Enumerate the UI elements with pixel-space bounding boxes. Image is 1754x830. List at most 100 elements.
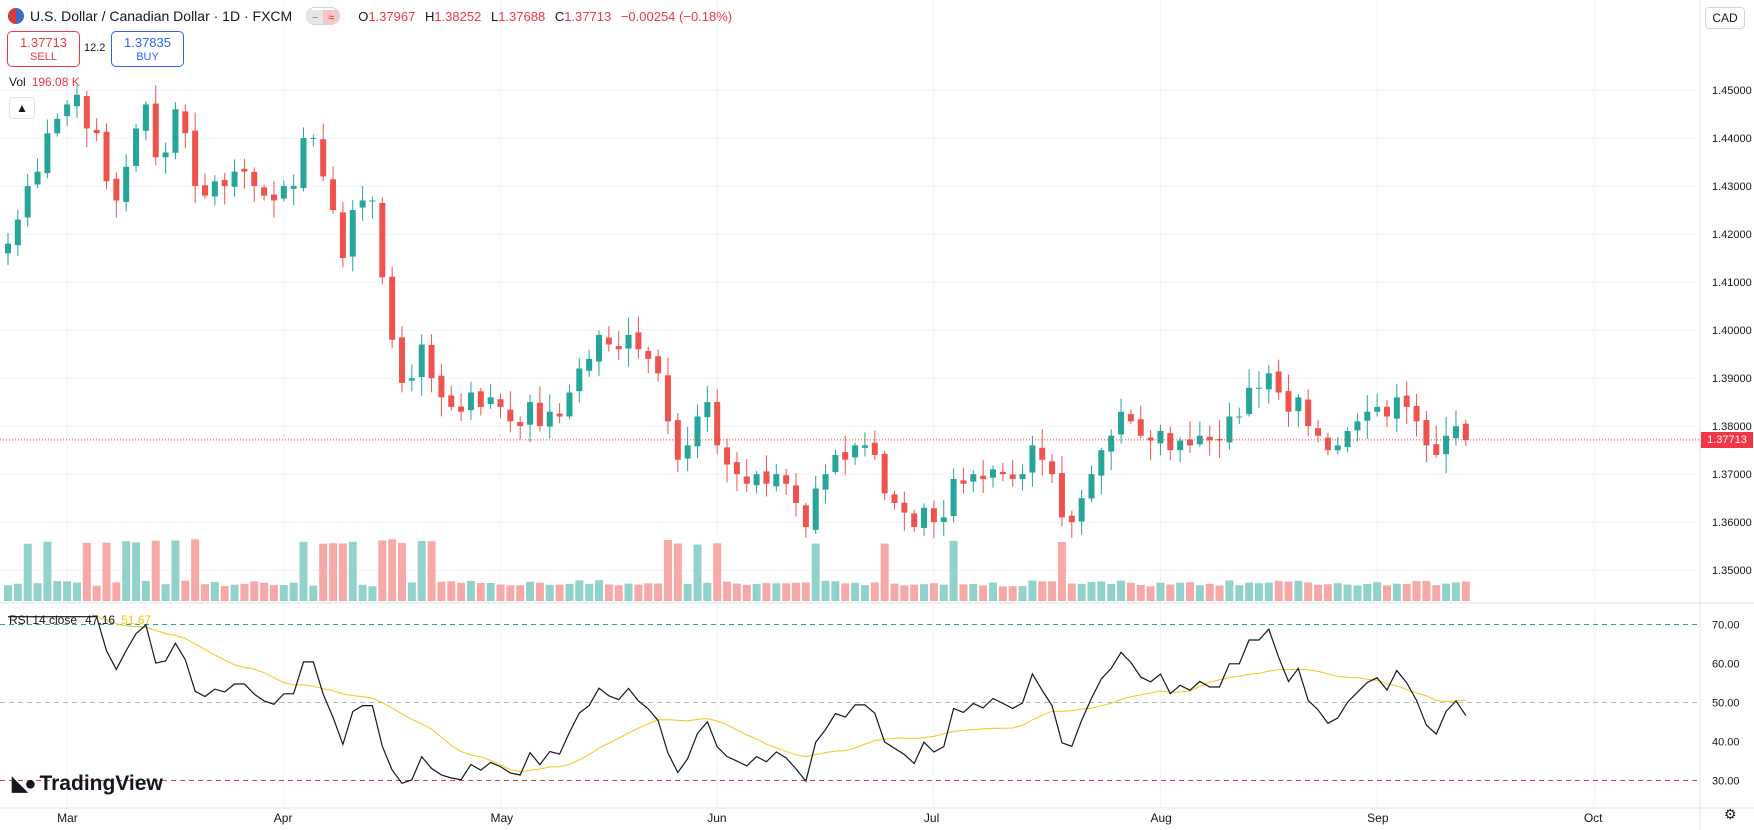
- volume-bar: [910, 584, 919, 601]
- close-label: C: [554, 8, 565, 24]
- candle-body: [911, 513, 918, 527]
- volume-bar: [1451, 582, 1460, 601]
- volume-bar: [1048, 581, 1057, 601]
- candle-body: [251, 171, 258, 187]
- candle-body: [881, 453, 888, 494]
- volume-bar: [1383, 585, 1391, 601]
- candle-body: [290, 186, 297, 189]
- candle-body: [497, 399, 504, 407]
- candle-body: [556, 413, 563, 417]
- volume-bar: [841, 583, 850, 601]
- candle-body: [1068, 515, 1075, 523]
- candle-body: [1108, 435, 1115, 452]
- volume-bar: [1018, 586, 1027, 601]
- price-tick-label: 1.42000: [1712, 229, 1752, 241]
- volume-bar: [535, 582, 544, 601]
- chart-mode-toggle[interactable]: − ≈: [306, 7, 341, 25]
- candle-body: [655, 356, 662, 374]
- candle-body: [576, 368, 583, 392]
- volume-bar: [496, 584, 505, 601]
- current-price-label: 1.37713: [1701, 432, 1753, 448]
- candle-body: [1246, 387, 1253, 415]
- volume-bar: [801, 582, 810, 601]
- volume-bar: [1057, 541, 1066, 601]
- candle-body: [793, 485, 799, 503]
- volume-bar: [752, 584, 761, 601]
- candle-body: [930, 508, 937, 523]
- time-tick-label: Apr: [274, 811, 293, 825]
- candle-body: [221, 179, 228, 187]
- volume-bar: [141, 580, 150, 601]
- collapse-chevron-up-icon[interactable]: ▲: [9, 97, 35, 119]
- candle-body: [1039, 447, 1046, 460]
- candle-body: [586, 358, 593, 371]
- volume-bar: [1373, 582, 1382, 601]
- volume-bar: [53, 581, 62, 601]
- rsi-pane: 30.00 40.00 50.00 60.00 70.00: [0, 616, 1740, 788]
- candle-body: [24, 186, 31, 218]
- volume-bar: [201, 584, 209, 601]
- volume-bar: [1156, 582, 1165, 601]
- candle-body: [1098, 450, 1105, 476]
- volume-bar: [1225, 580, 1234, 601]
- candle-body: [773, 474, 780, 487]
- rsi-tick-label: 30.00: [1712, 776, 1740, 788]
- sell-price: 1.37713: [20, 35, 67, 50]
- volume-bar: [1461, 581, 1470, 601]
- volume-bar: [989, 582, 997, 601]
- candle-body: [960, 480, 967, 484]
- candle-body: [142, 104, 149, 131]
- candle-body: [73, 94, 80, 107]
- volume-bar: [151, 540, 160, 601]
- symbol-title[interactable]: U.S. Dollar / Canadian Dollar · 1D · FXC…: [30, 8, 293, 24]
- candle-body: [428, 344, 435, 379]
- rsi-tick-label: 60.00: [1712, 659, 1740, 671]
- volume-bar: [526, 581, 535, 601]
- candle-body: [596, 334, 602, 362]
- volume-bar: [1314, 584, 1323, 601]
- volume-bar: [792, 582, 800, 601]
- price-tick-label: 1.40000: [1712, 325, 1752, 337]
- volume-legend: Vol 196.08 K: [9, 75, 80, 89]
- candle-body: [310, 138, 317, 140]
- volume-bar: [1412, 581, 1421, 601]
- rsi-tick-label: 50.00: [1712, 698, 1740, 710]
- candle-body: [1216, 438, 1223, 441]
- candle-body: [1374, 406, 1381, 412]
- time-tick-label: Aug: [1150, 811, 1171, 825]
- tradingview-logo[interactable]: ◣● TradingView: [12, 771, 163, 796]
- time-tick-label: Jul: [924, 811, 939, 825]
- volume-bar: [4, 585, 12, 601]
- candle-body: [1433, 444, 1440, 455]
- volume-bar: [72, 582, 81, 601]
- volume-bar: [289, 582, 298, 601]
- candle-body: [339, 212, 346, 259]
- candle-body: [940, 517, 947, 523]
- candle-body: [1443, 435, 1450, 455]
- candle-body: [14, 219, 21, 246]
- minus-icon[interactable]: −: [307, 10, 324, 24]
- candle-body: [93, 129, 100, 134]
- volume-bar: [378, 540, 387, 601]
- volume-bar: [595, 580, 603, 601]
- approx-icon[interactable]: ≈: [323, 10, 340, 24]
- volume-bar: [1097, 581, 1106, 601]
- volume-bar: [545, 584, 554, 601]
- candle-body: [448, 395, 455, 407]
- volume-bar: [1353, 585, 1362, 601]
- volume-bar: [663, 539, 672, 601]
- settings-gear-icon[interactable]: ⚙: [1724, 806, 1737, 822]
- sell-button[interactable]: 1.37713 SELL: [7, 31, 80, 67]
- volume-bar: [1363, 583, 1372, 601]
- buy-button[interactable]: 1.37835 BUY: [111, 31, 184, 67]
- volume-bar: [1294, 580, 1303, 601]
- volume-bar: [1205, 583, 1214, 601]
- volume-bar: [1028, 580, 1037, 601]
- candle-body: [270, 194, 277, 201]
- volume-bar: [900, 585, 909, 601]
- currency-selector[interactable]: CAD: [1705, 7, 1745, 29]
- volume-bar: [250, 581, 259, 601]
- volume-bar: [890, 583, 899, 601]
